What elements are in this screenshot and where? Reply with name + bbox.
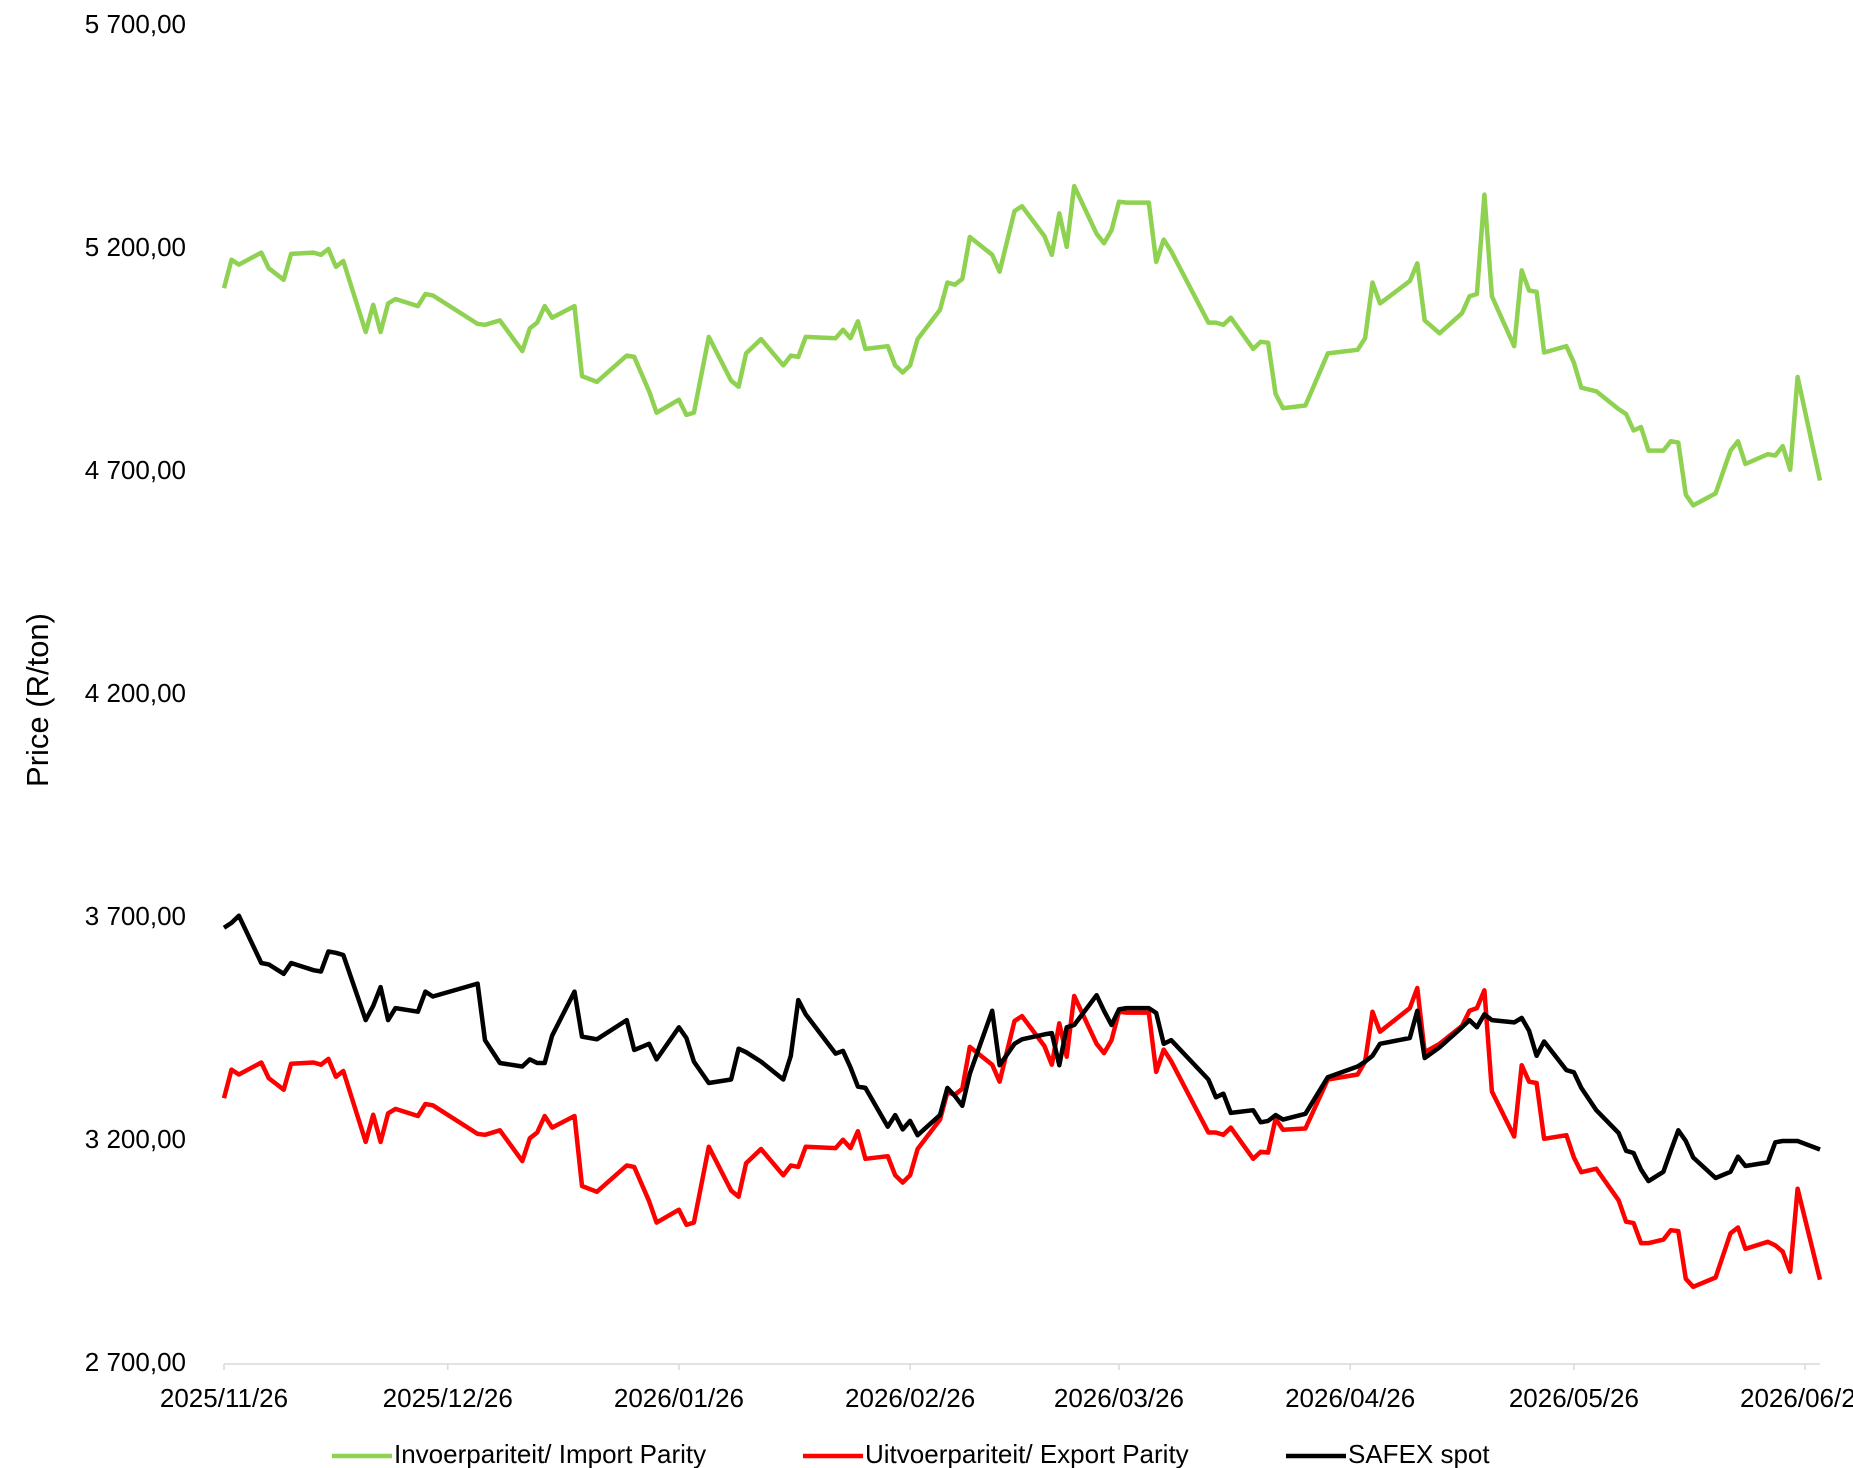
x-tick-label: 2026/06/26 [1740,1383,1853,1413]
x-tick-label: 2026/03/26 [1054,1383,1184,1413]
x-tick-label: 2026/02/26 [845,1383,975,1413]
y-tick-label: 4 700,00 [85,455,186,485]
y-tick-label: 3 200,00 [85,1124,186,1154]
y-tick-label: 5 200,00 [85,232,186,262]
y-tick-label: 2 700,00 [85,1347,186,1377]
legend-label: Invoerpariteit/ Import Parity [394,1439,706,1468]
x-tick-label: 2025/11/26 [160,1383,288,1413]
series-line [221,183,1823,508]
legend-label: SAFEX spot [1348,1439,1490,1468]
x-tick-label: 2025/12/26 [383,1383,513,1413]
x-tick-label: 2026/01/26 [614,1383,744,1413]
series-line [221,985,1823,1290]
series-line [222,913,1821,1184]
y-tick-label: 3 700,00 [85,901,186,931]
y-tick-label: 5 700,00 [85,9,186,39]
y-tick-label: 4 200,00 [85,678,186,708]
y-axis-label: Price (R/ton) [20,613,55,787]
x-tick-label: 2026/05/26 [1509,1383,1639,1413]
x-tick-label: 2026/04/26 [1285,1383,1415,1413]
legend-label: Uitvoerpariteit/ Export Parity [865,1439,1189,1468]
